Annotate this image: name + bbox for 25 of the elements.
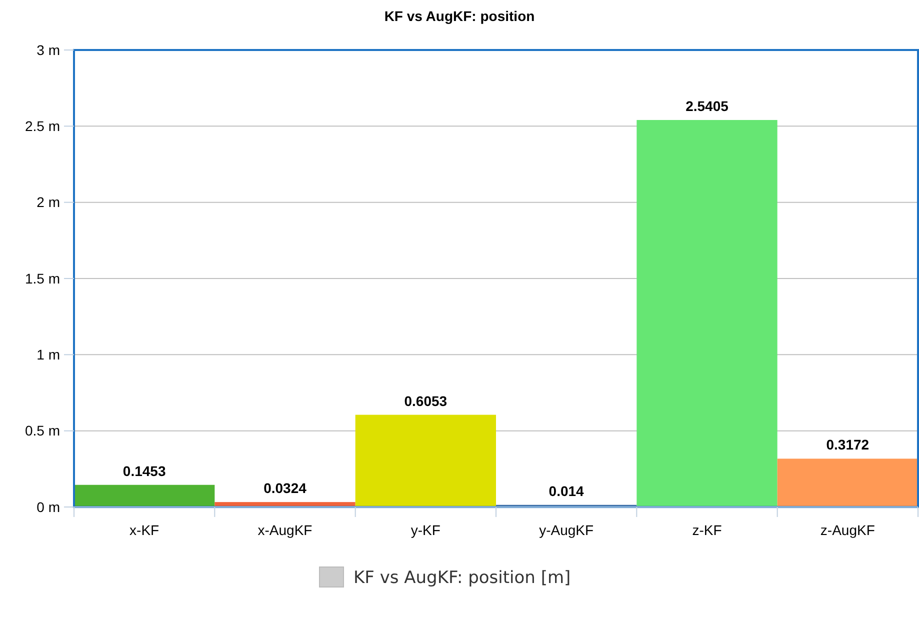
bar xyxy=(355,414,496,507)
bar xyxy=(74,484,215,507)
y-tick-label: 0 m xyxy=(36,498,60,515)
bar xyxy=(777,458,918,507)
chart-title: KF vs AugKF: position xyxy=(384,8,535,24)
y-tick-label: 2.5 m xyxy=(24,118,60,134)
data-label: 2.5405 xyxy=(686,98,729,114)
data-label: 0.0324 xyxy=(264,480,307,496)
y-tick-label: 1 m xyxy=(36,346,60,363)
data-label: 0.014 xyxy=(548,482,584,499)
data-label: 0.3172 xyxy=(826,436,870,453)
y-tick-label: 3 m xyxy=(36,42,60,58)
x-tick-label: y-AugKF xyxy=(539,522,594,538)
x-tick-label: z-KF xyxy=(692,522,722,538)
x-tick-label: x-KF xyxy=(130,522,160,538)
y-tick-label: 2 m xyxy=(36,194,60,210)
text: KF vs AugKF: position [m] xyxy=(354,568,571,588)
y-tick-label: 0.5 m xyxy=(24,422,60,439)
data-label: 0.1453 xyxy=(122,462,166,479)
bar xyxy=(636,120,778,507)
x-tick-label: z-AugKF xyxy=(820,522,875,538)
y-tick-label: 1.5 m xyxy=(24,270,60,286)
x-tick-label: y-KF xyxy=(410,522,440,538)
x-tick-label: x-AugKF xyxy=(258,522,312,538)
data-label: 0.6053 xyxy=(404,392,448,409)
